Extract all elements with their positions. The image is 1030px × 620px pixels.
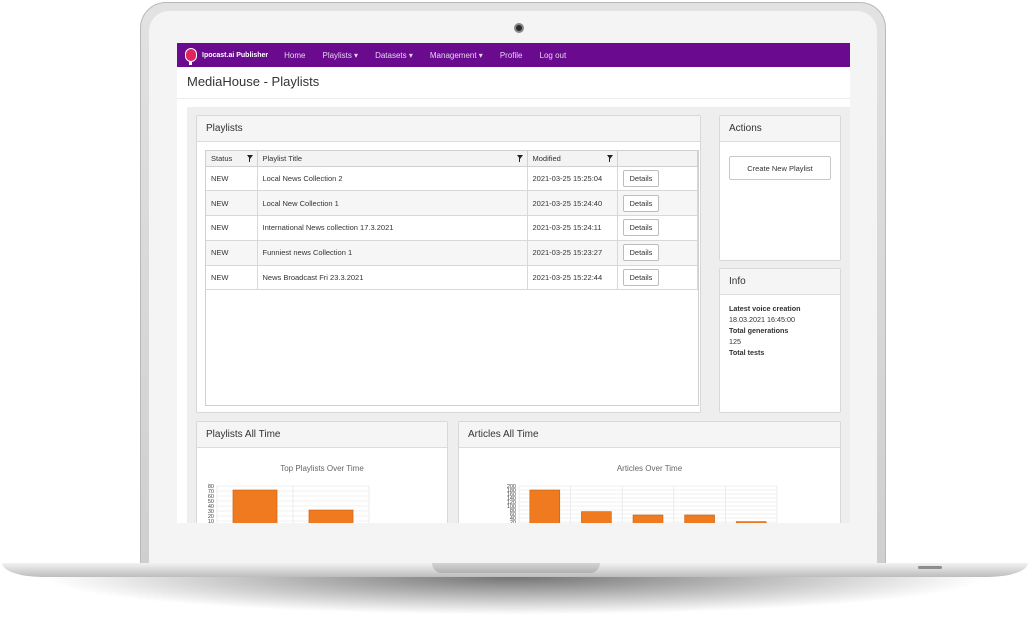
y-tick-label: 120: [507, 500, 516, 506]
column-title-label: Playlist Title: [262, 153, 303, 163]
articles-chart: 200180160140120100806040200: [507, 484, 778, 523]
actions-panel-title: Actions: [720, 116, 840, 142]
microphone-logo-icon: [185, 48, 197, 65]
row-title: Funniest news Collection 1: [257, 240, 528, 266]
chart-title: Articles Over Time: [616, 464, 683, 473]
column-actions: [617, 151, 698, 167]
table-row: NEW International News collection 17.3.2…: [206, 215, 698, 241]
row-title: Local News Collection 2: [257, 166, 528, 192]
details-button[interactable]: Details: [622, 194, 660, 212]
row-title: International News collection 17.3.2021: [257, 215, 528, 241]
y-tick-label: 80: [208, 484, 214, 490]
y-tick-label: 80: [510, 508, 516, 514]
actions-panel: Actions Create New Playlist: [719, 115, 841, 261]
nav-management[interactable]: Management ▾: [429, 50, 483, 60]
y-tick-label: 200: [507, 484, 516, 490]
y-tick-label: 30: [208, 509, 214, 515]
bar: [632, 514, 664, 523]
table-row: NEW Funniest news Collection 1 2021-03-2…: [206, 240, 698, 266]
details-button[interactable]: Details: [622, 169, 660, 187]
info-panel-title: Info: [720, 269, 840, 295]
bar: [735, 521, 767, 523]
screen: Ipocast.ai Publisher Home Playlists ▾ Da…: [177, 43, 850, 523]
brand[interactable]: Ipocast.ai Publisher: [185, 48, 269, 65]
playlists-table: Status Playlist Title Modified: [205, 150, 699, 406]
y-tick-label: 20: [510, 520, 516, 523]
y-tick-label: 70: [208, 489, 214, 495]
details-button[interactable]: Details: [622, 244, 660, 262]
y-tick-label: 60: [510, 512, 516, 518]
chart-title: Top Playlists Over Time: [280, 464, 364, 473]
latest-creation-value: 18.03.2021 16:45:00: [729, 315, 795, 324]
info-panel: Info Latest voice creation 18.03.2021 16…: [719, 268, 841, 413]
y-tick-label: 20: [208, 514, 214, 520]
details-button[interactable]: Details: [622, 219, 660, 237]
laptop-shadow: [40, 577, 990, 615]
column-modified-label: Modified: [532, 153, 561, 163]
column-status-label: Status: [211, 153, 233, 163]
playlists-chart-panel-title: Playlists All Time: [197, 422, 447, 448]
row-status: NEW: [206, 215, 258, 241]
y-tick-label: 60: [208, 494, 214, 500]
row-modified: 2021-03-25 15:25:04: [527, 166, 618, 192]
row-title: Local New Collection 1: [257, 190, 528, 217]
column-modified[interactable]: Modified: [527, 151, 618, 167]
y-tick-label: 50: [208, 499, 214, 505]
y-tick-label: 140: [507, 496, 516, 502]
latest-creation-label: Latest voice creation: [729, 304, 801, 313]
brand-name: Ipocast.ai Publisher: [202, 51, 269, 59]
page-title: MediaHouse - Playlists: [177, 67, 850, 99]
row-status: NEW: [206, 166, 258, 192]
y-tick-label: 100: [507, 504, 516, 510]
top-playlists-chart: 80706050403020100: [208, 484, 370, 523]
nav-profile[interactable]: Profile: [499, 50, 523, 60]
laptop-slot: [918, 566, 942, 569]
row-status: NEW: [206, 240, 258, 266]
articles-chart-panel: Articles All Time Articles Over Time 200…: [458, 421, 841, 523]
navbar: Ipocast.ai Publisher Home Playlists ▾ Da…: [177, 43, 850, 67]
bar: [684, 514, 715, 523]
row-modified: 2021-03-25 15:23:27: [527, 240, 618, 266]
laptop-notch: [432, 563, 600, 573]
total-tests-label: Total tests: [729, 348, 765, 357]
table-row: NEW Local News Collection 2 2021-03-25 1…: [206, 166, 698, 192]
nav-home[interactable]: Home: [284, 50, 306, 60]
playlists-chart-panel: Playlists All Time Top Playlists Over Ti…: [196, 421, 448, 523]
row-status: NEW: [206, 265, 258, 291]
table-row: NEW News Broadcast Fri 23.3.2021 2021-03…: [206, 265, 698, 291]
filter-icon[interactable]: [516, 155, 523, 162]
y-tick-label: 160: [507, 492, 516, 498]
total-generations-value: 125: [729, 337, 741, 346]
row-modified: 2021-03-25 15:22:44: [527, 265, 618, 291]
y-tick-label: 180: [507, 488, 516, 494]
column-status[interactable]: Status: [206, 151, 258, 167]
row-status: NEW: [206, 190, 258, 217]
nav-playlists[interactable]: Playlists ▾: [322, 50, 359, 60]
nav-logout[interactable]: Log out: [539, 50, 567, 60]
playlists-panel-title: Playlists: [197, 116, 700, 142]
total-generations-label: Total generations: [729, 326, 789, 335]
filter-icon[interactable]: [246, 155, 253, 162]
articles-chart-panel-title: Articles All Time: [459, 422, 840, 448]
playlists-panel: Playlists Status Playlist Title: [196, 115, 701, 413]
page-body: Playlists Status Playlist Title: [187, 107, 850, 523]
bar: [232, 489, 278, 523]
row-modified: 2021-03-25 15:24:40: [527, 190, 618, 217]
table-row: NEW Local New Collection 1 2021-03-25 15…: [206, 190, 698, 217]
y-tick-label: 40: [208, 504, 214, 510]
row-title: News Broadcast Fri 23.3.2021: [257, 265, 528, 291]
bar: [308, 509, 354, 523]
bar: [581, 511, 612, 523]
y-tick-label: 40: [510, 516, 516, 522]
create-playlist-button[interactable]: Create New Playlist: [729, 156, 831, 180]
camera-icon: [514, 23, 524, 33]
y-tick-label: 10: [208, 519, 214, 523]
nav-datasets[interactable]: Datasets ▾: [375, 50, 413, 60]
details-button[interactable]: Details: [622, 269, 660, 287]
bar: [529, 489, 561, 523]
column-title[interactable]: Playlist Title: [257, 151, 528, 167]
info-body: Latest voice creation 18.03.2021 16:45:0…: [720, 295, 840, 366]
row-modified: 2021-03-25 15:24:11: [527, 215, 618, 241]
filter-icon[interactable]: [606, 155, 613, 162]
